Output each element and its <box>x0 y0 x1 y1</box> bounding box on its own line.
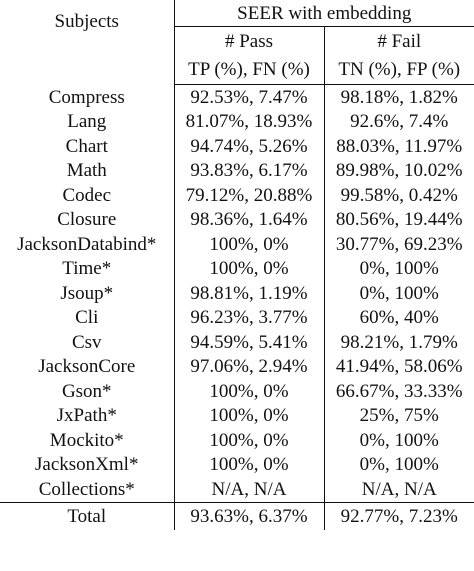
total-row: Total 93.63%, 6.37% 92.77%, 7.23% <box>0 501 474 530</box>
subject-cell: JacksonXml* <box>0 452 175 477</box>
fail-value-cell: 80.56%, 19.44% <box>335 209 463 231</box>
subject-cell: Mockito* <box>0 428 175 453</box>
fail-value-cell: 66.67%, 33.33% <box>335 380 463 402</box>
table-row: Gson* 100%, 0% 66.67%, 33.33% <box>0 379 474 404</box>
table-footer: Total 93.63%, 6.37% 92.77%, 7.23% <box>0 501 474 530</box>
fail-header: # Fail <box>377 30 422 52</box>
table-header: Subjects SEER with embedding # Pass # Fa… <box>0 0 474 85</box>
subject-cell: JacksonCore <box>0 354 175 379</box>
pass-value-cell: 96.23%, 3.77% <box>174 305 325 330</box>
subject-cell: Jsoup* <box>0 281 175 306</box>
table-row: Closure 98.36%, 1.64% 80.56%, 19.44% <box>0 207 474 232</box>
table-row: Cli 96.23%, 3.77% 60%, 40% <box>0 305 474 330</box>
subject-cell: Codec <box>0 183 175 208</box>
fail-metrics-header: TN (%), FP (%) <box>324 55 474 85</box>
table-row: JacksonDatabind* 100%, 0% 30.77%, 69.23% <box>0 232 474 257</box>
pass-value-cell: 98.81%, 1.19% <box>174 281 325 306</box>
fail-value-cell: 0%, 100% <box>359 454 439 476</box>
table-row: Csv 94.59%, 5.41% 98.21%, 1.79% <box>0 330 474 355</box>
pass-value-cell: 79.12%, 20.88% <box>174 183 325 208</box>
fail-value-cell: 89.98%, 10.02% <box>335 160 463 182</box>
total-fail-value: 92.77%, 7.23% <box>324 501 474 530</box>
fail-value-cell: 0%, 100% <box>359 282 439 304</box>
pass-value-cell: 100%, 0% <box>174 403 325 428</box>
subject-cell: JxPath* <box>0 403 175 428</box>
fail-value-cell: 88.03%, 11.97% <box>336 135 463 157</box>
fail-value-cell: N/A, N/A <box>361 478 437 500</box>
total-label: Total <box>0 501 175 530</box>
pass-metrics-header: TP (%), FN (%) <box>174 55 325 85</box>
seer-group-header: SEER with embedding <box>174 0 474 27</box>
subject-cell: Collections* <box>0 477 175 502</box>
pass-value-cell: 93.83%, 6.17% <box>174 158 325 183</box>
fail-value-cell: 25%, 75% <box>359 405 439 427</box>
subject-cell: Chart <box>0 134 175 159</box>
subject-cell: Compress <box>0 84 175 110</box>
subject-cell: Time* <box>0 256 175 281</box>
fail-value-cell: 0%, 100% <box>359 258 439 280</box>
table-row: Collections* N/A, N/A N/A, N/A <box>0 477 474 502</box>
pass-header: # Pass <box>174 26 325 55</box>
table-row: Math 93.83%, 6.17% 89.98%, 10.02% <box>0 158 474 183</box>
table-row: Jsoup* 98.81%, 1.19% 0%, 100% <box>0 281 474 306</box>
pass-value-cell: 94.74%, 5.26% <box>174 134 325 159</box>
table-row: Lang 81.07%, 18.93% 92.6%, 7.4% <box>0 109 474 134</box>
table-row: JacksonCore 97.06%, 2.94% 41.94%, 58.06% <box>0 354 474 379</box>
pass-value-cell: N/A, N/A <box>174 477 325 502</box>
subject-cell: Lang <box>0 109 175 134</box>
seer-results-table: Subjects SEER with embedding # Pass # Fa… <box>0 0 474 530</box>
fail-value-cell: 0%, 100% <box>359 429 439 451</box>
subject-cell: Csv <box>0 330 175 355</box>
subjects-header: Subjects <box>0 0 175 85</box>
total-pass-value: 93.63%, 6.37% <box>174 501 325 530</box>
fail-value-cell: 98.21%, 1.79% <box>340 331 458 353</box>
pass-value-cell: 100%, 0% <box>174 379 325 404</box>
fail-value-cell: 99.58%, 0.42% <box>340 184 458 206</box>
subject-cell: JacksonDatabind* <box>0 232 175 257</box>
fail-value-cell: 41.94%, 58.06% <box>335 356 463 378</box>
table-row: JxPath* 100%, 0% 25%, 75% <box>0 403 474 428</box>
pass-value-cell: 92.53%, 7.47% <box>174 84 325 110</box>
subject-cell: Closure <box>0 207 175 232</box>
fail-value-cell: 60%, 40% <box>359 307 439 329</box>
table-row: Chart 94.74%, 5.26% 88.03%, 11.97% <box>0 134 474 159</box>
pass-value-cell: 100%, 0% <box>174 232 325 257</box>
pass-value-cell: 100%, 0% <box>174 256 325 281</box>
pass-value-cell: 100%, 0% <box>174 428 325 453</box>
table-row: JacksonXml* 100%, 0% 0%, 100% <box>0 452 474 477</box>
fail-value-cell: 30.77%, 69.23% <box>335 233 463 255</box>
subject-cell: Gson* <box>0 379 175 404</box>
pass-value-cell: 100%, 0% <box>174 452 325 477</box>
pass-value-cell: 94.59%, 5.41% <box>174 330 325 355</box>
fail-value-cell: 92.6%, 7.4% <box>350 111 449 133</box>
table-row: Time* 100%, 0% 0%, 100% <box>0 256 474 281</box>
subject-cell: Cli <box>0 305 175 330</box>
subject-cell: Math <box>0 158 175 183</box>
fail-value-cell: 98.18%, 1.82% <box>340 86 458 108</box>
pass-value-cell: 98.36%, 1.64% <box>174 207 325 232</box>
pass-value-cell: 97.06%, 2.94% <box>174 354 325 379</box>
table-row: Compress 92.53%, 7.47% 98.18%, 1.82% <box>0 84 474 110</box>
pass-value-cell: 81.07%, 18.93% <box>174 109 325 134</box>
table-body: Compress 92.53%, 7.47% 98.18%, 1.82% Lang 81… <box>0 84 474 502</box>
table-row: Codec 79.12%, 20.88% 99.58%, 0.42% <box>0 183 474 208</box>
table-row: Mockito* 100%, 0% 0%, 100% <box>0 428 474 453</box>
